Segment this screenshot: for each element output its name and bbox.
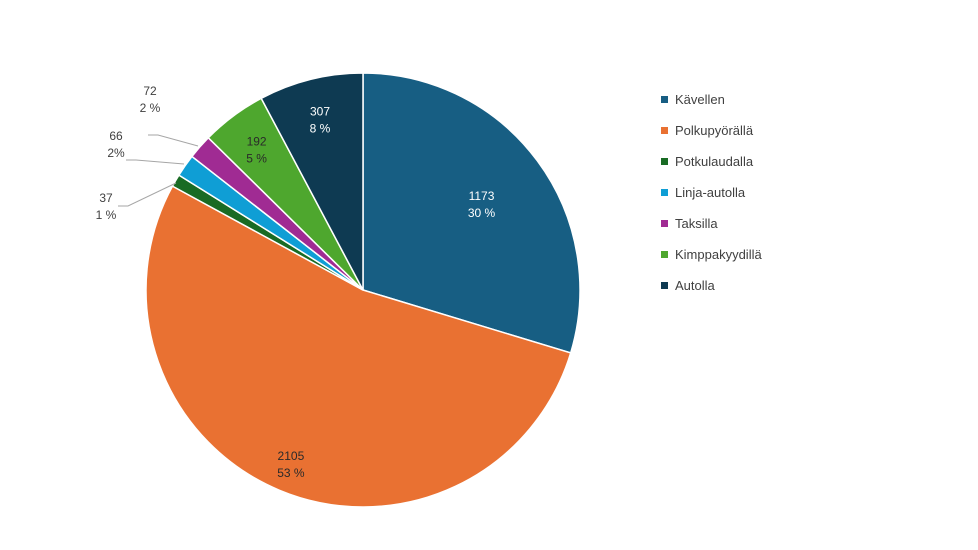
data-label-value-potkulaudalla: 37 bbox=[99, 191, 113, 205]
data-label-value-autolla: 307 bbox=[310, 104, 330, 118]
data-label-percent-polkupyoralla: 53 % bbox=[277, 466, 305, 480]
legend-item-linja-autolla: Linja-autolla bbox=[661, 177, 762, 208]
legend-swatch bbox=[661, 189, 668, 196]
pie-slice-autolla bbox=[260, 72, 364, 291]
data-labels: 1173 30 % 2105 53 % 37 1 % 66 2% 72 2 % 192 5 % 307 8… bbox=[96, 84, 496, 480]
leader-line-linja-autolla bbox=[126, 159, 185, 165]
legend-item-autolla: Autolla bbox=[661, 270, 762, 301]
data-label-value-taksilla: 72 bbox=[143, 84, 157, 98]
data-label-value-kavellen: 1173 bbox=[469, 189, 495, 203]
legend-swatch bbox=[661, 127, 668, 134]
legend-label: Kävellen bbox=[675, 92, 725, 107]
leader-line-taksilla bbox=[148, 134, 199, 147]
data-label-percent-taksilla: 2 % bbox=[140, 101, 161, 115]
data-label-percent-kavellen: 30 % bbox=[468, 206, 496, 220]
legend-item-potkulaudalla: Potkulaudalla bbox=[661, 146, 762, 177]
legend-swatch bbox=[661, 158, 668, 165]
legend-item-kimppakyydilla: Kimppakyydillä bbox=[661, 239, 762, 270]
data-label-percent-kimppakyydilla: 5 % bbox=[246, 151, 267, 165]
legend-label: Autolla bbox=[675, 278, 715, 293]
leader-line-potkulaudalla bbox=[118, 182, 177, 207]
pie-slice-polkupyoralla bbox=[145, 185, 572, 508]
legend-swatch bbox=[661, 96, 668, 103]
legend-label: Polkupyörällä bbox=[675, 123, 754, 138]
data-label-percent-potkulaudalla: 1 % bbox=[96, 208, 117, 222]
data-label-value-linja-autolla: 66 bbox=[109, 129, 123, 143]
chart-legend: Kävellen Polkupyörällä Potkulaudalla Linja-… bbox=[661, 84, 762, 301]
legend-item-taksilla: Taksilla bbox=[661, 208, 762, 239]
legend-label: Potkulaudalla bbox=[675, 154, 754, 169]
data-label-value-kimppakyydilla: 192 bbox=[247, 134, 267, 148]
data-label-percent-linja-autolla: 2% bbox=[107, 146, 125, 160]
legend-label: Linja-autolla bbox=[675, 185, 746, 200]
legend-swatch bbox=[661, 251, 668, 258]
pie-slice-kavellen bbox=[362, 72, 581, 354]
leader-lines bbox=[118, 134, 199, 207]
legend-label: Taksilla bbox=[675, 216, 718, 231]
legend-label: Kimppakyydillä bbox=[675, 247, 762, 262]
legend-item-polkupyoralla: Polkupyörällä bbox=[661, 115, 762, 146]
legend-swatch bbox=[661, 220, 668, 227]
data-label-percent-autolla: 8 % bbox=[310, 121, 331, 135]
legend-item-kavellen: Kävellen bbox=[661, 84, 762, 115]
pie-slices bbox=[145, 72, 581, 508]
legend-swatch bbox=[661, 282, 668, 289]
data-label-value-polkupyoralla: 2105 bbox=[278, 449, 305, 463]
